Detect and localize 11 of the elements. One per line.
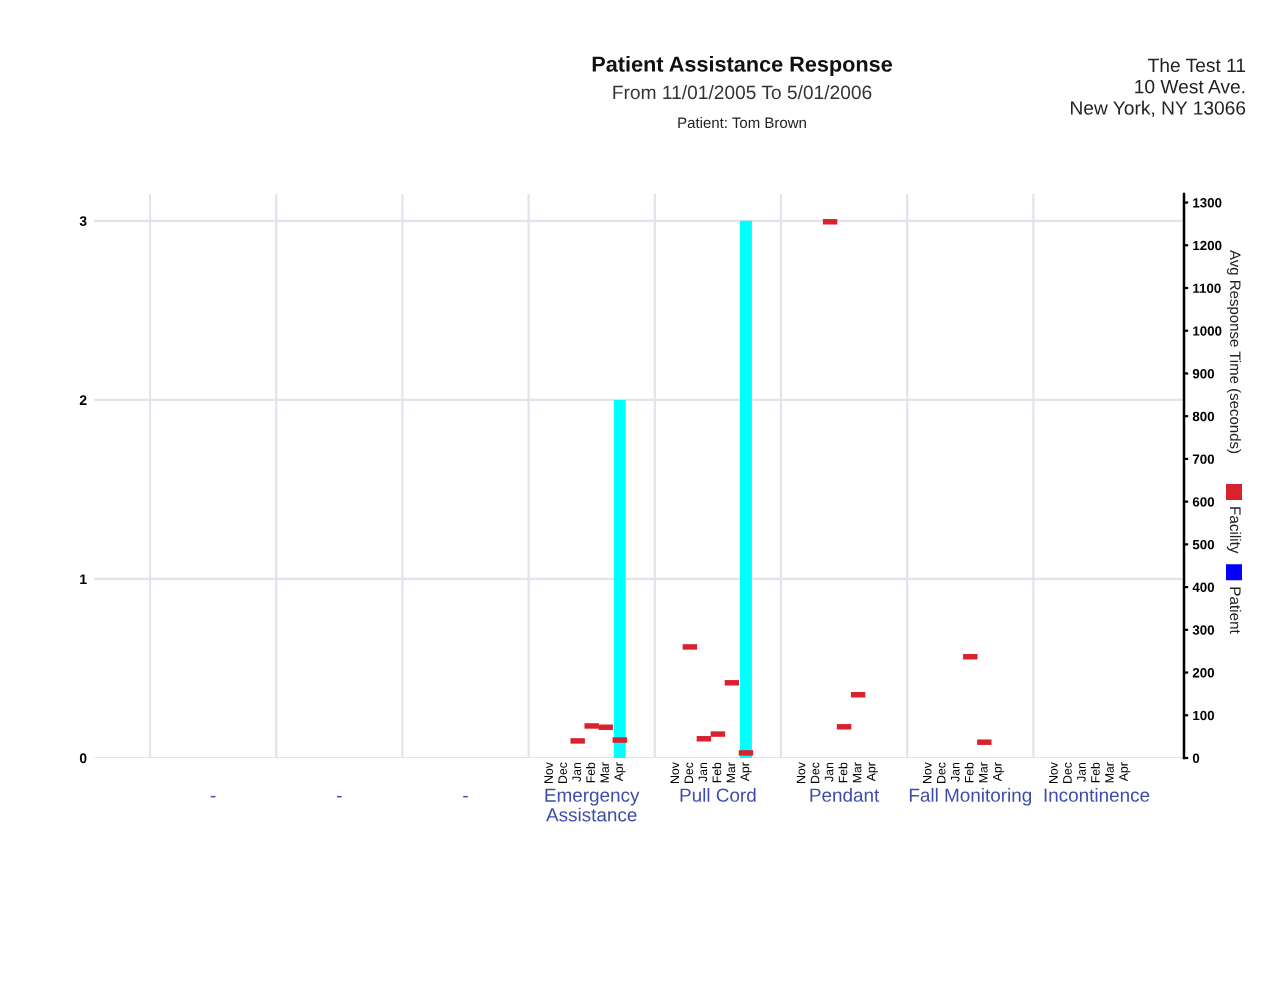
text: The Test 11 10 West Ave. New York, NY 13066 xyxy=(1071,58,1246,118)
text: Pull Cord xyxy=(680,788,756,802)
text: - xyxy=(463,795,468,798)
text: - xyxy=(210,795,216,798)
chart-title: Patient Assistance Response xyxy=(592,55,892,77)
text: Emergency Assistance xyxy=(545,788,640,822)
text: - xyxy=(336,795,342,798)
text: Incontinence xyxy=(1044,788,1150,802)
text: Pendant xyxy=(810,788,880,802)
text: Fall Monitoring xyxy=(909,788,1032,806)
chart-subtitle: From 11/01/2005 To 5/01/2006 xyxy=(613,85,872,100)
